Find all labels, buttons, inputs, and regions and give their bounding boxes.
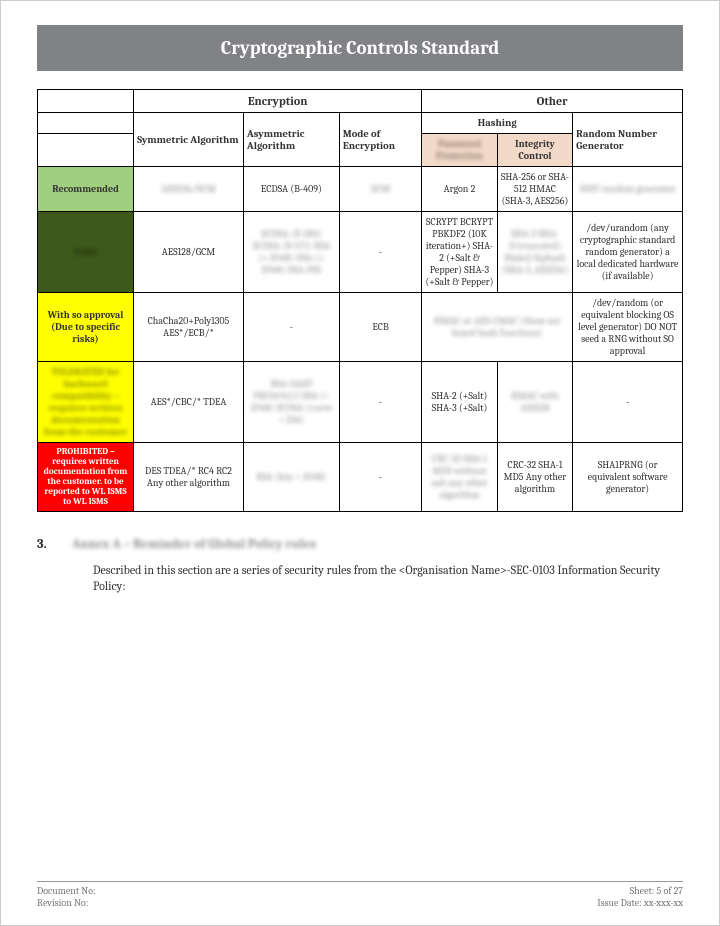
col-group-other: Other — [422, 90, 683, 113]
footer-issue-date: Issue Date: xx-xxx-xx — [597, 897, 683, 909]
cell-hash-pw: Argon 2 — [422, 167, 497, 212]
cell-hash-int: SHA-2 SHA-3(truncated) Blake2 Siphash (S… — [497, 212, 572, 293]
cell-mode: ECB — [339, 293, 421, 362]
page-title: Cryptographic Controls Standard — [37, 25, 683, 71]
corner-cell — [38, 90, 134, 113]
cell-hash-int: HMAC with AES128 — [497, 362, 572, 443]
cell-rng: /dev/random (or equivalent blocking OS l… — [573, 293, 683, 362]
table-row: Symmetric Algorithm Asymmetric Algorithm… — [38, 113, 683, 134]
crypto-table: Encryption Other Symmetric Algorithm Asy… — [37, 89, 683, 512]
empty-label-cell — [38, 113, 134, 134]
page-footer: Document No: Revision No: Sheet: 5 of 27… — [37, 881, 683, 909]
row-label-valid: Valid — [38, 212, 134, 293]
table-row: Encryption Other — [38, 90, 683, 113]
cell-hash-pw: CRC-32 SHA-1 MD5 without salt any other … — [422, 443, 497, 512]
row-label-recommended: Recommended — [38, 167, 134, 212]
cell-hash-merged: HMAC or AES-CMAC (these are keyed hash f… — [422, 293, 573, 362]
col-hash-pw: Password Protection — [422, 134, 497, 167]
cell-asym: - — [243, 293, 339, 362]
row-label-prohibited: PROHIBITED – requires written documentat… — [38, 443, 134, 512]
empty-label-cell — [38, 134, 134, 167]
cell-asym: RSA-OAEP PKCS#1v1.5 DSA (< 2048) ECDSA (… — [243, 362, 339, 443]
section-body: Described in this section are a series o… — [93, 562, 683, 594]
cell-sym: DES TDEA/* RC4 RC2 Any other algorithm — [134, 443, 244, 512]
cell-mode: - — [339, 362, 421, 443]
table-row: With so approval (Due to specific risks)… — [38, 293, 683, 362]
footer-doc-no: Document No: — [37, 885, 96, 897]
cell-asym: ECDSA (B-409) — [243, 167, 339, 212]
footer-rev-no: Revision No: — [37, 897, 96, 909]
footer-sheet: Sheet: 5 of 27 — [597, 885, 683, 897]
document-page: Cryptographic Controls Standard Encrypti… — [0, 0, 720, 926]
col-hashing: Hashing — [422, 113, 573, 134]
col-mode: Mode of Encryption — [339, 113, 421, 167]
cell-rng: NIST random generator — [573, 167, 683, 212]
col-asymmetric: Asymmetric Algorithm — [243, 113, 339, 167]
col-rng: Random Number Generator — [573, 113, 683, 167]
col-hash-integrity: Integrity Control — [497, 134, 572, 167]
row-label-so-approval: With so approval (Due to specific risks) — [38, 293, 134, 362]
cell-sym: AES128/GCM — [134, 212, 244, 293]
cell-mode: - — [339, 443, 421, 512]
cell-rng: /dev/urandom (any cryptographic standard… — [573, 212, 683, 293]
cell-mode: - — [339, 212, 421, 293]
col-group-encryption: Encryption — [134, 90, 422, 113]
row-label-tolerated: TOLERATED for backward compatibility – r… — [38, 362, 134, 443]
cell-rng: - — [573, 362, 683, 443]
table-row: PROHIBITED – requires written documentat… — [38, 443, 683, 512]
table-row: Recommended AES256/GCM ECDSA (B-409) GCM… — [38, 167, 683, 212]
cell-hash-int: SHA-256 or SHA-512 HMAC (SHA-3, AES256) — [497, 167, 572, 212]
cell-rng: SHA1PRNG (or equivalent software generat… — [573, 443, 683, 512]
cell-sym: AES256/GCM — [134, 167, 244, 212]
cell-hash-pw: SHA-2 (+Salt) SHA-3 (+Salt) — [422, 362, 497, 443]
section-number: 3. — [37, 537, 47, 552]
section-title: Annex A – Reminder of Global Policy rule… — [72, 537, 316, 552]
cell-sym: ChaCha20+Poly1305 AES*/ECB/* — [134, 293, 244, 362]
cell-mode: GCM — [339, 167, 421, 212]
section-heading: 3. Annex A – Reminder of Global Policy r… — [37, 534, 683, 552]
cell-sym: AES*/CBC/* TDEA — [134, 362, 244, 443]
cell-hash-int: CRC-32 SHA-1 MD5 Any other algorithm — [497, 443, 572, 512]
table-row: Valid AES128/GCM ECDSA (B-283) ECDSA (B-… — [38, 212, 683, 293]
cell-asym: ECDSA (B-283) ECDSA (B-571) RSA (≥ 2048)… — [243, 212, 339, 293]
cell-hash-pw: SCRYPT BCRYPT PBKDF2 (10K iteration+) SH… — [422, 212, 497, 293]
col-symmetric: Symmetric Algorithm — [134, 113, 244, 167]
cell-asym: RSA (key < 2048) — [243, 443, 339, 512]
table-row: TOLERATED for backward compatibility – r… — [38, 362, 683, 443]
